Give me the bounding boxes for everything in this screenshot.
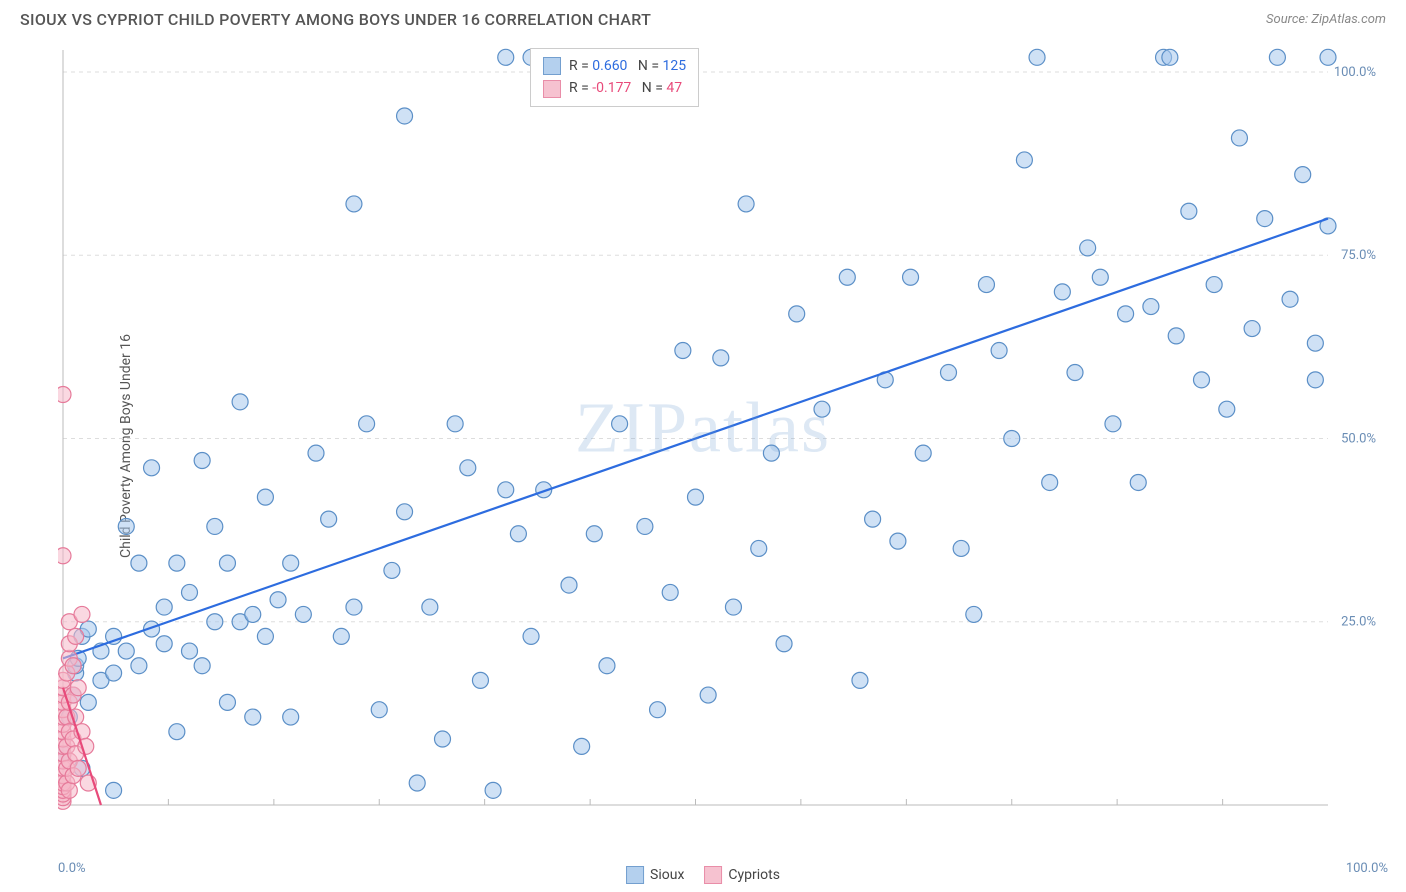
- legend-series-label: Cypriots: [728, 867, 780, 883]
- chart-area: 25.0% 50.0% 75.0% 100.0%: [58, 45, 1388, 835]
- legend-stat-text: R = 0.660 N = 125: [569, 55, 686, 77]
- legend-series-item: Sioux: [626, 866, 684, 884]
- svg-text:25.0%: 25.0%: [1341, 615, 1376, 630]
- legend-series-item: Cypriots: [704, 866, 780, 884]
- legend-swatch: [626, 866, 644, 884]
- svg-text:75.0%: 75.0%: [1341, 248, 1376, 263]
- legend-series-label: Sioux: [650, 867, 684, 883]
- legend-stat-text: R = -0.177 N = 47: [569, 77, 682, 99]
- legend-stat-row: R = -0.177 N = 47: [543, 77, 686, 99]
- svg-text:100.0%: 100.0%: [1334, 65, 1376, 80]
- legend-stat-row: R = 0.660 N = 125: [543, 55, 686, 77]
- source-label: Source: ZipAtlas.com: [1266, 12, 1386, 27]
- legend-swatch: [704, 866, 722, 884]
- scatter-plot: 25.0% 50.0% 75.0% 100.0%: [58, 45, 1388, 835]
- chart-title: SIOUX VS CYPRIOT CHILD POVERTY AMONG BOY…: [20, 10, 651, 29]
- legend-swatch: [543, 57, 561, 75]
- svg-text:50.0%: 50.0%: [1341, 431, 1376, 446]
- x-tick-min: 0.0%: [58, 861, 86, 876]
- legend-stats-box: R = 0.660 N = 125R = -0.177 N = 47: [530, 48, 699, 107]
- x-tick-max: 100.0%: [1346, 861, 1388, 876]
- legend-bottom: Sioux Cypriots: [626, 866, 780, 884]
- legend-swatch: [543, 80, 561, 98]
